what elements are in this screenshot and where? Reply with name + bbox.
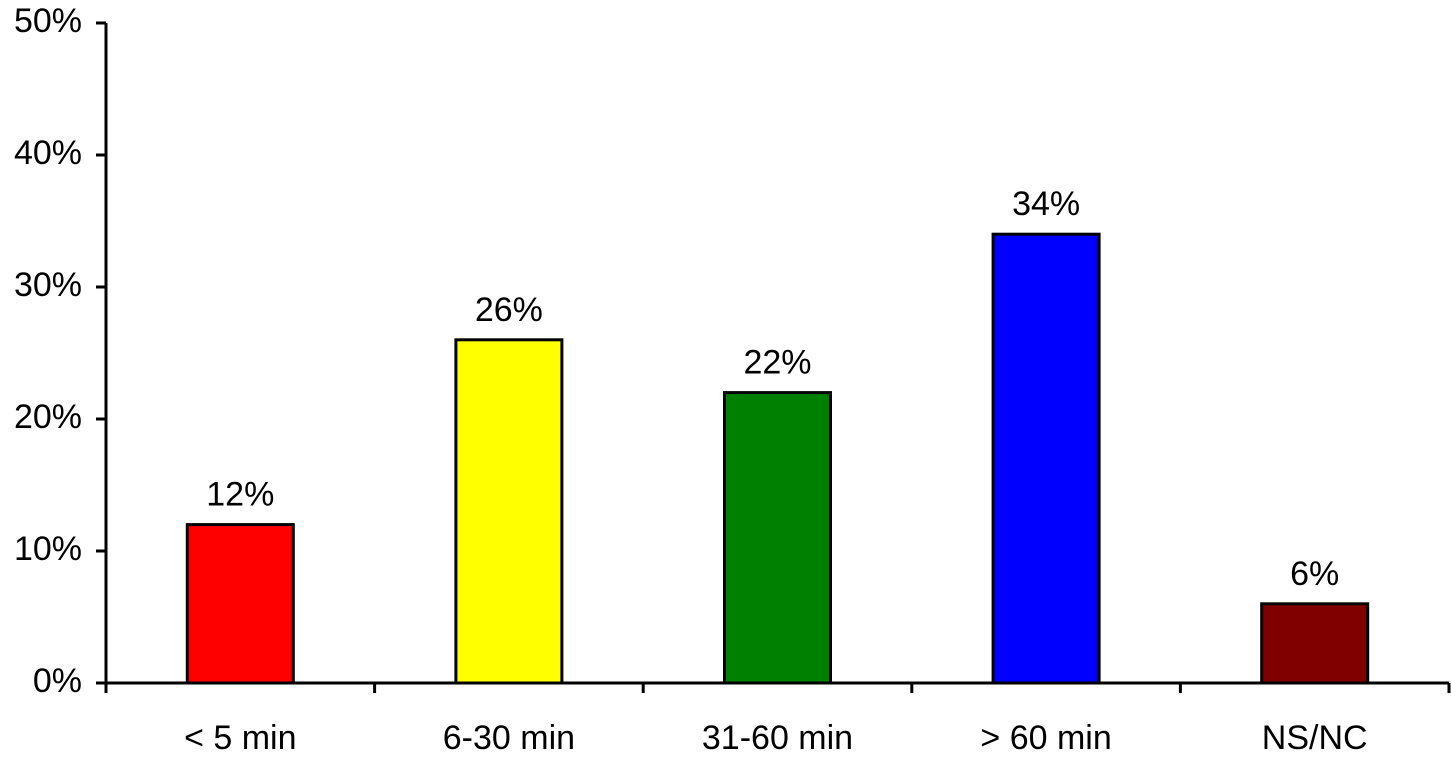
y-tick-label: 30% xyxy=(14,266,82,304)
value-label: 34% xyxy=(1012,185,1080,223)
x-tick-label: > 60 min xyxy=(980,719,1111,757)
x-tick-label: 31-60 min xyxy=(702,719,853,757)
x-tick-label: 6-30 min xyxy=(443,719,575,757)
bar xyxy=(1260,602,1370,685)
y-tick-label: 50% xyxy=(14,2,82,40)
value-label: 22% xyxy=(743,344,811,382)
y-tick-label: 10% xyxy=(14,530,82,568)
value-label: 12% xyxy=(206,476,274,514)
y-tick-label: 0% xyxy=(33,662,82,700)
bar xyxy=(723,391,832,685)
value-label: 6% xyxy=(1290,555,1339,593)
y-tick-label: 20% xyxy=(14,398,82,436)
bar xyxy=(185,523,295,685)
x-tick-label: < 5 min xyxy=(184,719,296,757)
bar xyxy=(991,232,1101,685)
value-label: 26% xyxy=(475,291,543,329)
bar xyxy=(454,338,564,685)
x-tick-label: NS/NC xyxy=(1262,719,1368,757)
y-tick-label: 40% xyxy=(14,134,82,172)
